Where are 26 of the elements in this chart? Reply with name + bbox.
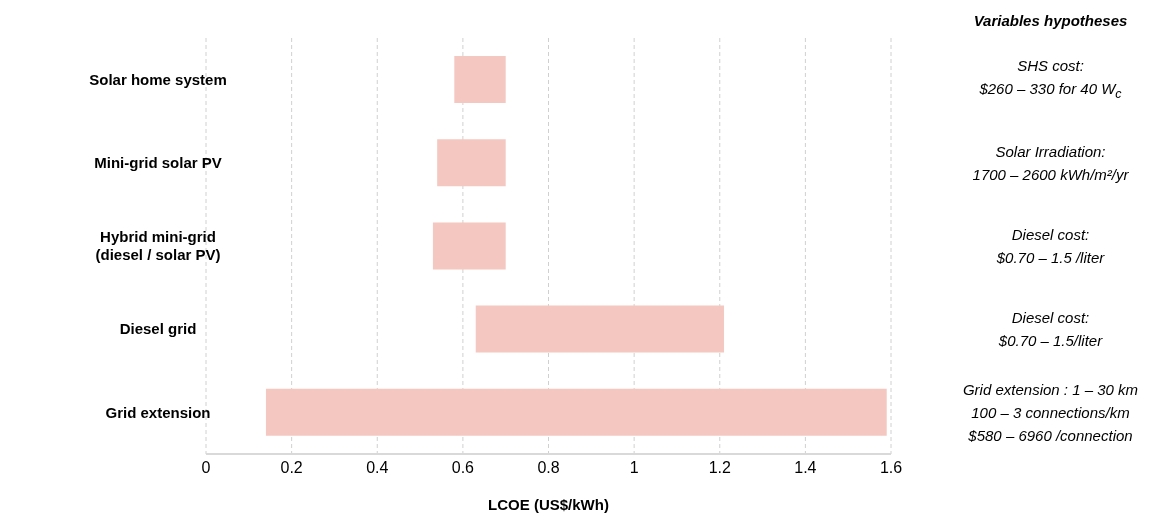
text: SHS cost: $260 – 330 for 40 W$_{c}$ (978, 55, 1123, 103)
x-tick-label: 0.4 (366, 459, 389, 477)
bar (437, 139, 506, 187)
x-axis-title: LCOE (US$/kWh) (488, 496, 609, 513)
text: Diesel cost: $0.70 – 1.5/liter (997, 308, 1104, 352)
bar (265, 388, 887, 436)
y-tick-label: Hybrid mini-grid (diesel / solar PV) (95, 228, 221, 264)
x-tick-label: 0.6 (451, 459, 475, 477)
text: Variables hypotheses (972, 12, 1129, 29)
y-tick-label: Solar home system (89, 70, 227, 88)
bar (475, 305, 725, 353)
x-tick-label: 1.2 (708, 459, 731, 477)
bar (432, 222, 506, 270)
x-tick-label: 1 (629, 459, 639, 477)
x-tick-label: 0.8 (537, 459, 560, 477)
x-tick-label: 0 (201, 459, 211, 477)
y-tick-label: Mini-grid solar PV (94, 154, 222, 172)
bar (454, 56, 506, 103)
text: Diesel cost: $0.70 – 1.5 /liter (995, 225, 1106, 268)
y-tick-label: Diesel grid (119, 320, 197, 338)
text: Solar Irradiation: 1700 – 2600 kWh/m²/yr (971, 141, 1130, 185)
x-tick-label: 1.4 (794, 459, 817, 477)
x-tick-label: 0.2 (280, 459, 303, 477)
x-tick-label: 1.6 (879, 459, 903, 477)
text: Grid extension : 1 – 30 km 100 – 3 connections/km $580 – 6960 /connection (961, 379, 1140, 446)
y-tick-label: Grid extension (105, 403, 211, 421)
